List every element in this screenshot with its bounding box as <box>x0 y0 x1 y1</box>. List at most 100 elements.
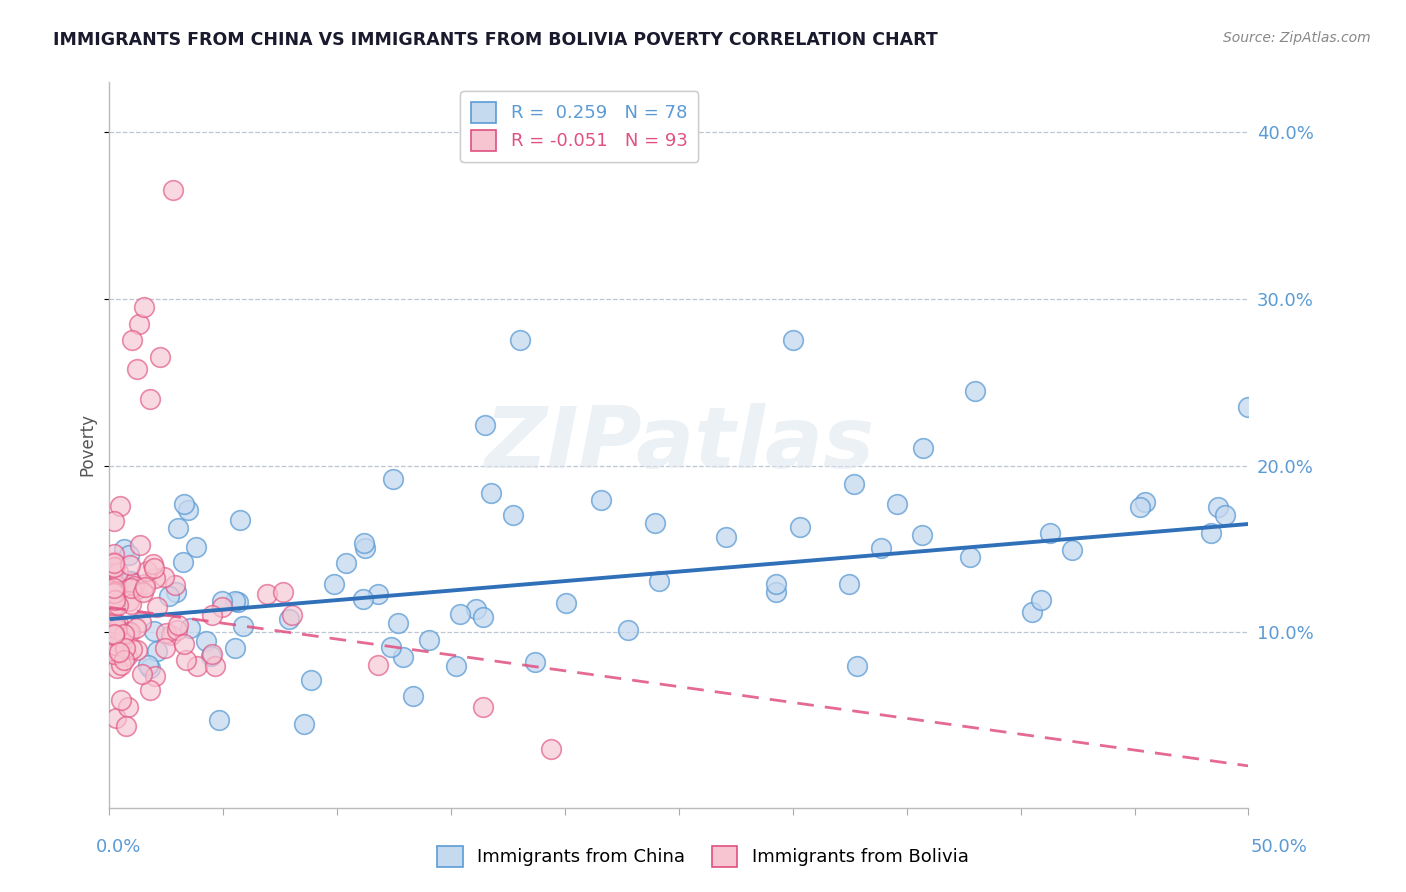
Point <box>143 669 166 683</box>
Point <box>281 608 304 623</box>
Point <box>131 666 153 681</box>
Point <box>387 615 409 630</box>
Point <box>103 640 125 654</box>
Point <box>120 597 142 611</box>
Point <box>111 635 134 649</box>
Point <box>103 514 125 528</box>
Point <box>120 581 142 595</box>
Point <box>1199 526 1222 541</box>
Point <box>502 508 524 522</box>
Point <box>186 659 208 673</box>
Point <box>184 540 207 554</box>
Point <box>104 578 127 592</box>
Point <box>157 589 180 603</box>
Point <box>118 594 141 608</box>
Point <box>644 516 666 531</box>
Point <box>120 558 142 572</box>
Point <box>105 661 128 675</box>
Point <box>134 580 156 594</box>
Point <box>103 644 125 658</box>
Point <box>104 639 127 653</box>
Point <box>402 690 425 704</box>
Point <box>845 659 868 673</box>
Point <box>179 621 201 635</box>
Point <box>277 612 299 626</box>
Point <box>107 617 129 632</box>
Point <box>103 591 125 605</box>
Point <box>1029 592 1052 607</box>
Point <box>103 628 125 642</box>
Point <box>965 384 987 398</box>
Point <box>959 550 981 565</box>
Point <box>120 574 142 588</box>
Point <box>125 643 148 657</box>
Point <box>173 497 195 511</box>
Point <box>176 653 198 667</box>
Point <box>136 658 159 673</box>
Point <box>103 634 125 648</box>
Point <box>125 621 148 635</box>
Point <box>479 485 502 500</box>
Point <box>166 521 188 535</box>
Point <box>104 560 127 574</box>
Point <box>155 641 177 656</box>
Point <box>789 519 811 533</box>
Point <box>173 637 195 651</box>
Point <box>121 642 143 657</box>
Point <box>103 637 125 651</box>
Point <box>173 555 195 569</box>
Point <box>367 587 389 601</box>
Point <box>112 541 135 556</box>
Point <box>201 607 224 622</box>
Point <box>128 317 150 331</box>
Legend: R =  0.259   N = 78, R = -0.051   N = 93: R = 0.259 N = 78, R = -0.051 N = 93 <box>460 91 699 161</box>
Point <box>138 683 160 698</box>
Point <box>273 585 295 599</box>
Point <box>103 627 125 641</box>
Point <box>380 640 402 654</box>
Point <box>1237 401 1260 415</box>
Point <box>146 599 169 614</box>
Point <box>508 334 530 348</box>
Point <box>146 644 169 658</box>
Point <box>142 557 165 571</box>
Point <box>301 673 323 687</box>
Point <box>103 647 125 661</box>
Point <box>1213 508 1236 522</box>
Point <box>129 538 152 552</box>
Point <box>104 615 127 630</box>
Point <box>335 557 357 571</box>
Point <box>117 624 139 639</box>
Point <box>114 640 136 655</box>
Point <box>886 497 908 511</box>
Point <box>110 693 132 707</box>
Point <box>471 609 494 624</box>
Point <box>256 587 278 601</box>
Point <box>617 623 640 637</box>
Point <box>103 560 125 574</box>
Point <box>160 628 183 642</box>
Point <box>323 577 346 591</box>
Point <box>200 649 222 664</box>
Point <box>444 658 467 673</box>
Point <box>1039 525 1062 540</box>
Point <box>112 653 135 667</box>
Point <box>224 641 246 656</box>
Point <box>224 594 246 608</box>
Point <box>194 634 217 648</box>
Point <box>354 541 377 555</box>
Point <box>540 742 562 756</box>
Point <box>201 647 224 661</box>
Point <box>103 618 125 632</box>
Point <box>381 472 404 486</box>
Point <box>125 362 148 376</box>
Point <box>143 624 166 638</box>
Point <box>121 576 143 591</box>
Point <box>110 499 132 513</box>
Point <box>103 585 125 599</box>
Point <box>524 655 547 669</box>
Point <box>352 591 374 606</box>
Point <box>204 659 226 673</box>
Point <box>165 584 187 599</box>
Point <box>1129 500 1152 514</box>
